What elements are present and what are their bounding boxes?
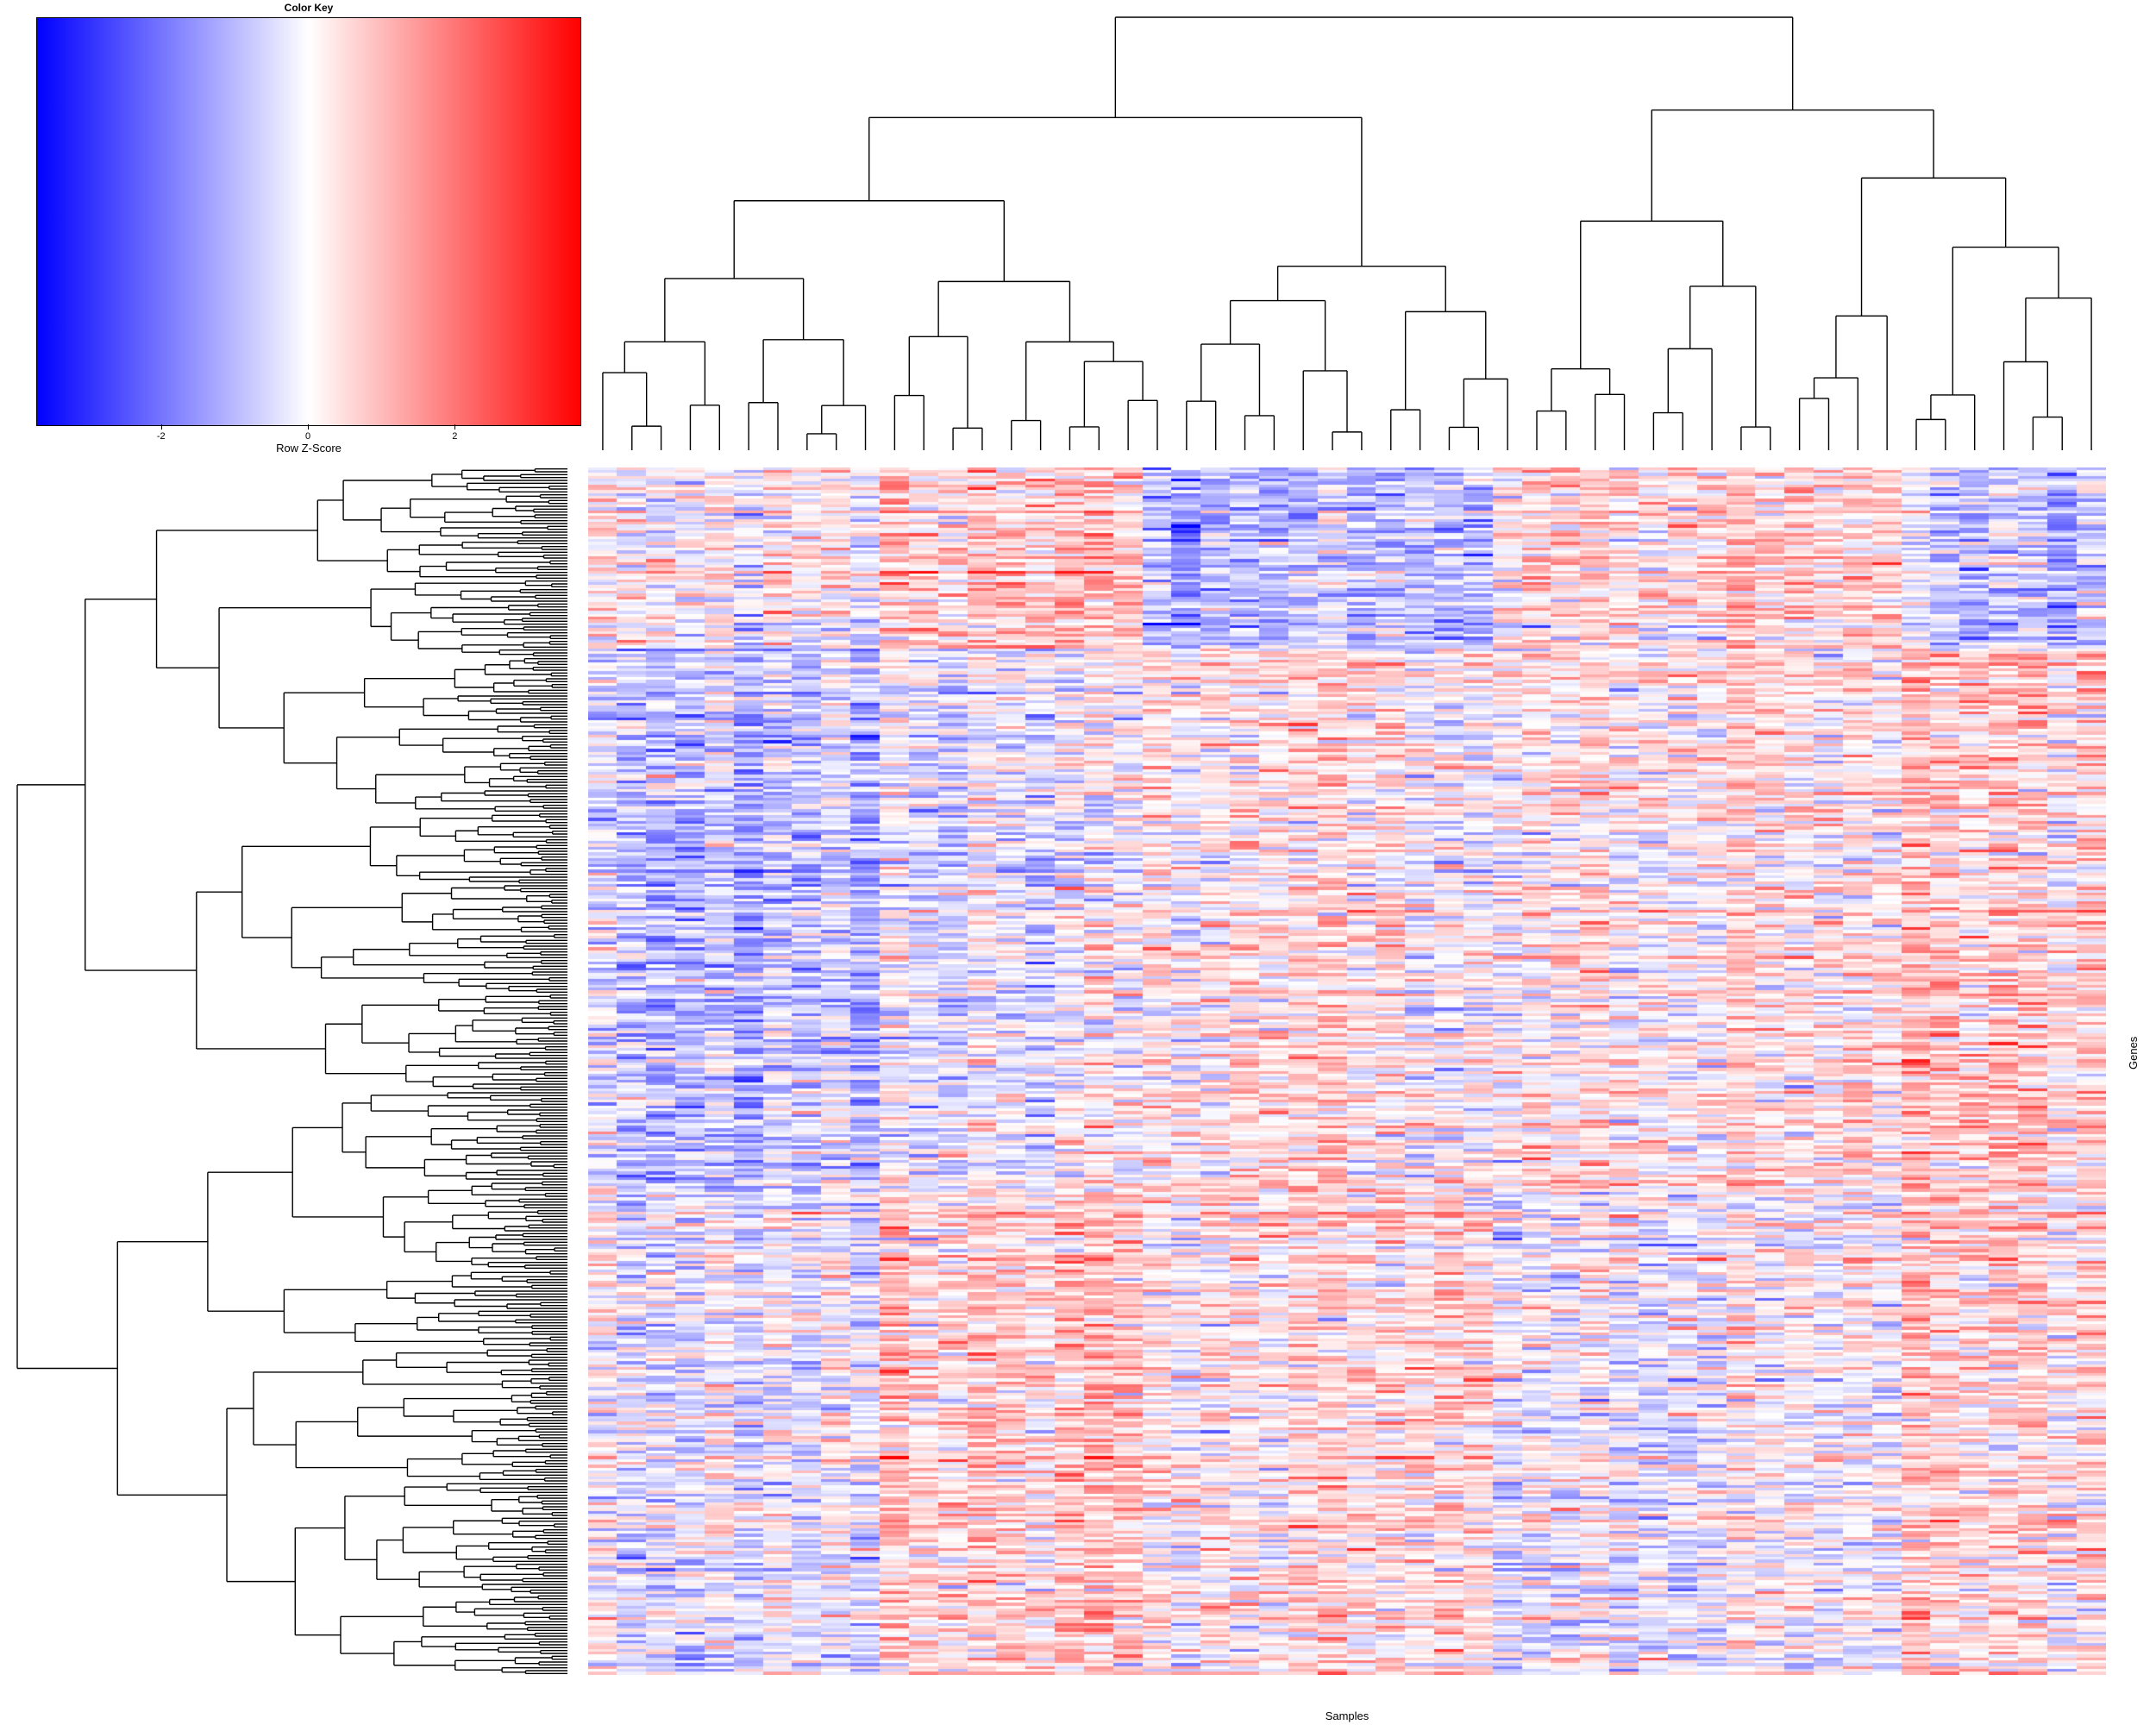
color-key-tick-label: 2 xyxy=(452,431,458,442)
color-key-tick xyxy=(454,424,456,430)
color-key-tick-label: -2 xyxy=(156,431,166,442)
row-dendrogram xyxy=(16,467,567,1675)
y-axis-label: Genes xyxy=(2127,1036,2140,1070)
heatmap-matrix xyxy=(588,467,2106,1675)
x-axis-label: Samples xyxy=(1325,1709,1369,1722)
color-key-tick-label: 0 xyxy=(304,431,311,442)
column-dendrogram xyxy=(602,16,2092,450)
color-key-gradient xyxy=(36,17,581,426)
color-key-xlabel: Row Z-Score xyxy=(276,442,342,455)
color-key-title: Color Key xyxy=(284,2,334,14)
color-key-tick xyxy=(160,424,162,430)
color-key-tick xyxy=(308,424,309,430)
